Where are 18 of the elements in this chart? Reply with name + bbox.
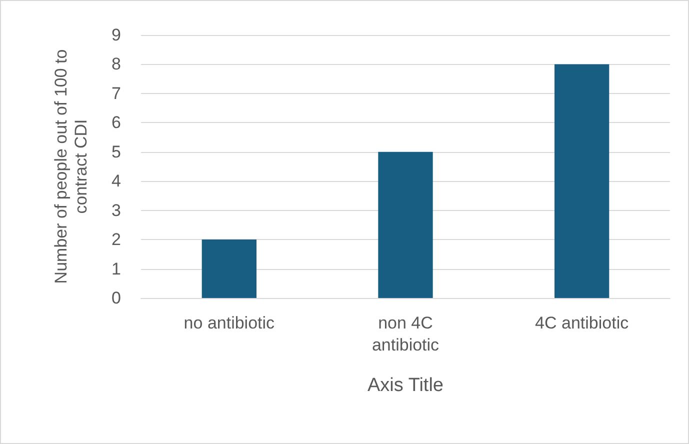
y-tick-label: 9 xyxy=(112,26,121,44)
bar xyxy=(202,240,256,298)
y-tick-label: 4 xyxy=(112,172,121,191)
y-tick-label: 3 xyxy=(112,200,121,220)
x-tick-label: 4C antibiotic xyxy=(535,314,630,332)
y-tick-label: 0 xyxy=(112,288,121,308)
y-tick-label: 1 xyxy=(112,259,121,278)
y-tick-label: 6 xyxy=(112,113,121,132)
y-tick-label: 7 xyxy=(112,84,121,103)
y-tick-label: 8 xyxy=(112,54,121,74)
x-tick-label: non 4C antibiotic xyxy=(372,314,440,354)
x-axis-title: Axis Title xyxy=(367,375,444,396)
y-tick-label: 2 xyxy=(112,230,121,250)
bar xyxy=(378,152,433,298)
bar xyxy=(554,64,610,298)
y-axis-title: Number of people out of 100 to contract CDI xyxy=(52,49,90,284)
y-tick-label: 5 xyxy=(112,142,121,162)
x-tick-label: no antibiotic xyxy=(184,314,276,332)
